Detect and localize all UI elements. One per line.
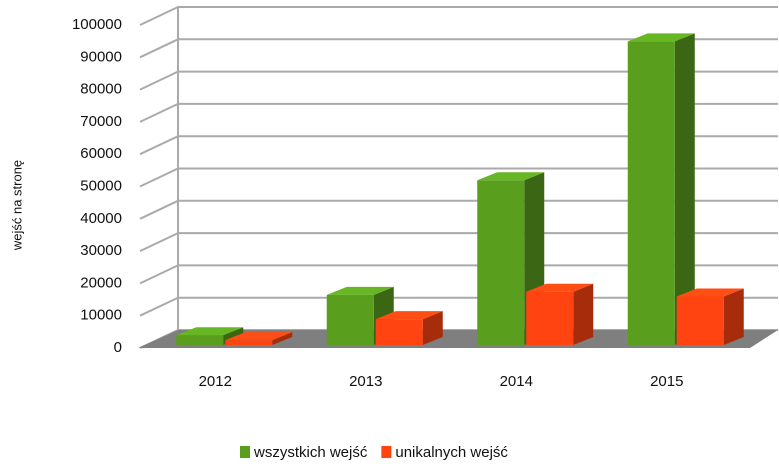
- bar-top: [676, 288, 744, 297]
- bar: [676, 288, 744, 345]
- bar-side: [723, 288, 744, 345]
- bar-side: [674, 33, 695, 345]
- bar-side: [573, 283, 594, 345]
- legend-label: unikalnych wejść: [395, 444, 508, 461]
- bar-front: [676, 296, 724, 345]
- bar-top: [627, 33, 695, 42]
- grid-line: [139, 102, 778, 123]
- y-tick-label: 10000: [80, 307, 122, 324]
- legend-swatch: [240, 446, 250, 458]
- bar: [225, 332, 293, 345]
- x-tick-label: 2013: [349, 373, 382, 390]
- bar-front: [326, 294, 374, 345]
- y-tick-label: 0: [114, 339, 122, 356]
- bar: [375, 311, 443, 345]
- y-tick-label: 80000: [80, 81, 122, 98]
- bar-top: [526, 283, 594, 292]
- legend-swatch: [381, 446, 392, 458]
- x-tick-label: 2014: [500, 373, 533, 390]
- x-tick-label: 2015: [650, 373, 683, 390]
- bar-top: [225, 332, 293, 341]
- grid-line: [139, 6, 778, 26]
- grid-line: [139, 232, 778, 253]
- bar-front: [627, 41, 675, 345]
- y-tick-label: 90000: [80, 48, 122, 65]
- x-tick-label: 2012: [199, 373, 232, 390]
- y-tick-label: 30000: [80, 242, 122, 259]
- bar-front: [375, 319, 423, 345]
- bar-side: [272, 332, 293, 345]
- y-tick-label: 50000: [80, 177, 122, 194]
- bar-front: [477, 180, 525, 345]
- y-tick-label: 70000: [80, 113, 122, 130]
- bar-top: [375, 311, 443, 320]
- y-axis-label: wejść na stronę: [9, 160, 24, 251]
- bar-top: [176, 327, 244, 336]
- grid-line: [139, 199, 778, 220]
- y-tick-label: 100000: [72, 16, 122, 33]
- bar-top: [326, 286, 394, 295]
- grid-line: [139, 135, 778, 156]
- floor: [138, 330, 778, 348]
- y-tick-label: 20000: [80, 274, 122, 291]
- bar-front: [526, 291, 574, 345]
- grid-line: [139, 70, 778, 91]
- grid-line: [139, 264, 778, 285]
- y-tick-label: 40000: [80, 210, 122, 227]
- y-tick-label: 60000: [80, 145, 122, 162]
- grid-line: [139, 167, 778, 188]
- bar-front: [176, 335, 224, 345]
- bar: [526, 283, 594, 345]
- bar: [627, 33, 695, 345]
- bar-front: [225, 340, 273, 345]
- grid-line: [139, 38, 778, 59]
- bar-top: [477, 172, 545, 181]
- legend-label: wszystkich wejść: [253, 444, 368, 461]
- bar-side: [422, 311, 443, 345]
